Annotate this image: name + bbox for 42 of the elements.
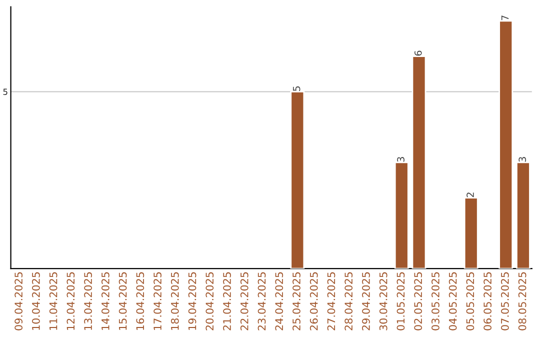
x-tick-label: 27.04.2025 <box>327 272 336 330</box>
x-tick-label: 23.04.2025 <box>258 272 266 330</box>
data-label: 3 <box>518 157 526 162</box>
x-tick-label: 02.05.2025 <box>414 272 422 330</box>
x-tick-label: 22.04.2025 <box>240 272 248 330</box>
x-tick-label: 14.04.2025 <box>101 272 110 330</box>
x-tick-label: 19.04.2025 <box>188 272 196 330</box>
x-tick-label: 06.05.2025 <box>484 272 492 330</box>
data-label: 2 <box>466 192 474 198</box>
x-tick-label: 04.05.2025 <box>448 272 457 330</box>
x-tick-label: 30.04.2025 <box>379 272 388 330</box>
x-tick-label: 09.04.2025 <box>14 272 23 330</box>
x-tick-label: 25.04.2025 <box>292 272 300 330</box>
x-tick-label: 29.04.2025 <box>362 272 370 330</box>
data-label: 6 <box>414 50 422 56</box>
x-tick-label: 20.04.2025 <box>206 272 214 330</box>
x-tick-label: 12.04.2025 <box>66 272 75 330</box>
x-tick-label: 16.04.2025 <box>136 272 144 330</box>
bar <box>394 162 409 269</box>
x-tick-label: 05.05.2025 <box>466 272 474 330</box>
x-tick-label: 21.04.2025 <box>223 272 231 330</box>
x-tick-label: 18.04.2025 <box>170 272 179 330</box>
x-tick-label: 13.04.2025 <box>84 272 92 330</box>
data-label: 3 <box>397 157 404 162</box>
bar <box>412 56 426 269</box>
x-tick-label: 28.04.2025 <box>344 272 353 330</box>
x-tick-label: 24.04.2025 <box>275 272 284 330</box>
x-tick-label: 08.05.2025 <box>518 272 526 330</box>
bar <box>290 91 305 269</box>
bar <box>498 20 514 269</box>
x-tick-label: 11.04.2025 <box>49 272 58 330</box>
x-tick-label: 03.05.2025 <box>432 272 440 330</box>
bar <box>516 162 530 269</box>
bar <box>464 197 478 269</box>
x-tick-label: 17.04.2025 <box>154 272 162 330</box>
x-tick-label: 01.05.2025 <box>396 272 405 330</box>
x-tick-label: 26.04.2025 <box>310 272 318 330</box>
x-tick-label: 07.05.2025 <box>500 272 509 330</box>
x-tick-label: 15.04.2025 <box>118 272 127 330</box>
data-label: 7 <box>501 16 509 20</box>
x-tick-label: 10.04.2025 <box>32 272 40 330</box>
data-label: 5 <box>293 86 300 91</box>
